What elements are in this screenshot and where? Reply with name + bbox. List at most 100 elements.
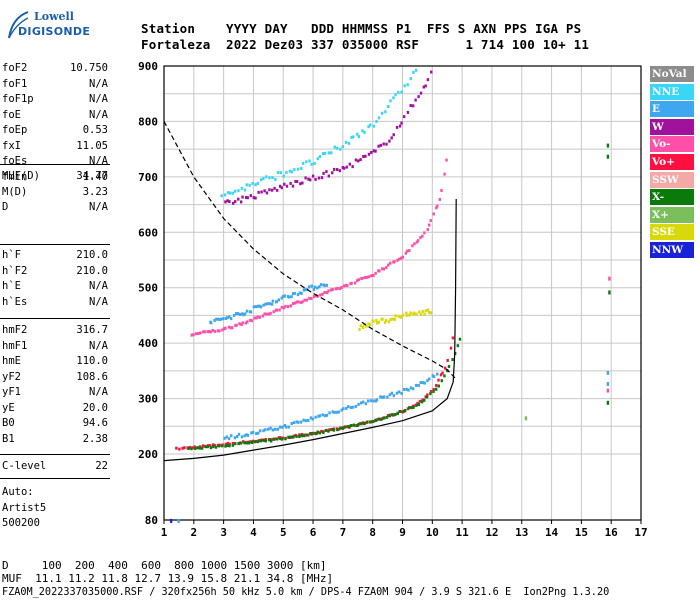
- echo-point: [269, 426, 272, 430]
- echo-point: [396, 412, 400, 416]
- echo-point: [364, 154, 367, 158]
- echo-point: [418, 310, 421, 314]
- echo-point: [354, 404, 358, 408]
- echo-point: [423, 398, 426, 402]
- echo-point: [336, 146, 339, 150]
- echo-point: [238, 322, 241, 326]
- echo-point: [357, 159, 360, 163]
- muf-curve-dashed-line: [163, 121, 457, 380]
- echo-point: [394, 413, 397, 417]
- echo-point: [213, 329, 217, 333]
- echo-point: [278, 425, 282, 429]
- echo-point: [327, 429, 330, 433]
- echo-point: [409, 311, 412, 315]
- echo-point: [356, 132, 359, 136]
- echo-point: [382, 142, 385, 146]
- legend-item: X-: [650, 189, 694, 206]
- echo-point: [381, 317, 384, 321]
- echo-point: [412, 405, 415, 409]
- echo-point: [403, 408, 407, 412]
- echo-point: [305, 160, 308, 164]
- echo-point: [248, 183, 251, 187]
- footer-file-row: FZA0M_2022337035000.RSF / 320fx256h 50 k…: [2, 587, 610, 598]
- echo-point: [340, 285, 343, 289]
- echo-point: [242, 313, 245, 317]
- echo-point: [435, 383, 438, 387]
- echo-point: [411, 244, 414, 248]
- echo-point: [216, 329, 220, 333]
- echo-point: [321, 292, 324, 296]
- echo-point: [203, 444, 206, 448]
- echo-point: [226, 199, 229, 203]
- echo-point: [256, 440, 260, 444]
- echo-point: [212, 443, 215, 447]
- logo-swoosh-icon: [8, 11, 29, 39]
- echo-point: [332, 428, 336, 432]
- echo-point: [343, 425, 347, 429]
- echo-point: [214, 445, 218, 449]
- echo-point: [254, 183, 257, 187]
- echo-point: [271, 428, 275, 432]
- param-name: foE: [2, 108, 21, 121]
- echo-point: [300, 291, 303, 295]
- param-name: foF1p: [2, 93, 34, 105]
- echo-point: [428, 310, 431, 314]
- echo-point: [251, 181, 254, 185]
- echo-point: [337, 410, 340, 414]
- echo-point: [299, 182, 302, 186]
- echo-point: [400, 256, 403, 260]
- legend-item: X+: [650, 206, 694, 223]
- x-tick-label: 16: [605, 526, 619, 539]
- echo-point: [361, 276, 364, 280]
- echo-point: [249, 440, 252, 444]
- echo-point: [351, 165, 354, 169]
- echo-point: [429, 219, 432, 223]
- echo-point: [303, 288, 307, 292]
- echo-point: [385, 142, 388, 146]
- param-name: MUF(D): [2, 170, 40, 182]
- echo-point: [284, 425, 288, 429]
- echo-point: [385, 415, 389, 419]
- echo-point: [311, 174, 315, 178]
- digisonde-logo: Lowell DIGISONDE: [4, 6, 90, 46]
- echo-point: [435, 206, 438, 210]
- echo-point: [305, 298, 309, 302]
- param-separator: [0, 318, 110, 319]
- y-tick-label: 400: [138, 337, 158, 350]
- echo-point: [404, 251, 408, 255]
- echo-point: [323, 290, 326, 294]
- echo-point: [322, 171, 325, 175]
- echo-point: [381, 267, 384, 271]
- echo-point: [418, 399, 422, 403]
- echo-point: [440, 188, 443, 192]
- echo-point: [417, 403, 421, 407]
- echo-point: [280, 186, 283, 190]
- echo-point: [197, 331, 200, 335]
- echo-point: [291, 184, 295, 188]
- echo-point: [243, 312, 247, 316]
- series-vo-echoes: [190, 158, 448, 337]
- echo-point: [392, 96, 395, 100]
- echo-point: [268, 302, 272, 306]
- echo-point: [318, 414, 322, 418]
- echo-point: [356, 279, 359, 283]
- echo-point: [338, 287, 342, 291]
- echo-point: [396, 258, 399, 262]
- echo-point: [207, 330, 211, 334]
- echo-point: [381, 395, 384, 399]
- param-name: yF1: [2, 386, 21, 398]
- echo-point: [316, 157, 319, 161]
- echo-point: [304, 419, 308, 423]
- echo-point: [284, 304, 287, 308]
- echo-point: [327, 174, 331, 178]
- echo-point: [451, 336, 455, 340]
- echo-point: [270, 188, 274, 192]
- echo-point: [281, 425, 284, 429]
- echo-point: [397, 390, 401, 394]
- echo-point: [218, 318, 221, 322]
- param-row: foF1p N/A: [2, 93, 108, 105]
- echo-point: [232, 201, 235, 205]
- echo-point: [234, 442, 237, 446]
- echo-point: [256, 315, 259, 319]
- echo-point: [384, 110, 387, 114]
